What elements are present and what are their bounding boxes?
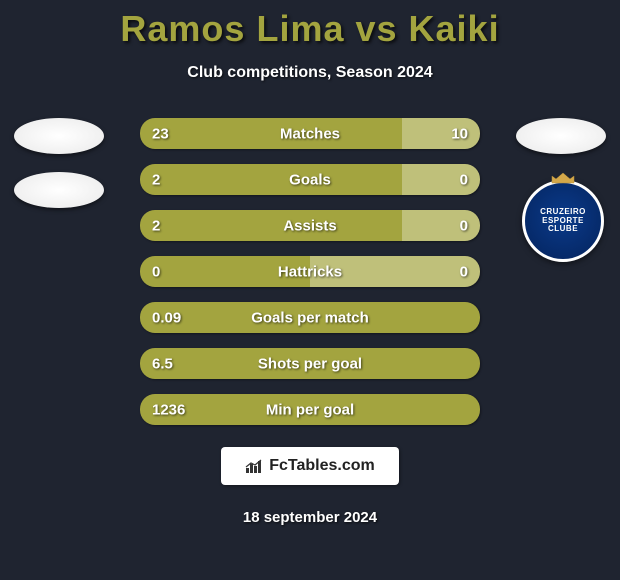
stat-fill-left (140, 210, 402, 241)
stat-value-right: 0 (460, 263, 468, 280)
stat-fill-left (140, 164, 402, 195)
stat-label: Hattricks (278, 263, 342, 280)
stat-row: Assists 2 0 (140, 210, 480, 241)
stat-value-right: 0 (460, 171, 468, 188)
chart-icon (245, 458, 263, 474)
stat-label: Min per goal (266, 401, 354, 418)
footer-brand-badge: FcTables.com (221, 447, 399, 485)
stat-value-left: 2 (152, 171, 160, 188)
stat-row: Hattricks 0 0 (140, 256, 480, 287)
page-title: Ramos Lima vs Kaiki (120, 8, 499, 50)
stat-label: Goals per match (251, 309, 369, 326)
stat-value-right: 10 (451, 125, 468, 142)
stat-row: Goals per match 0.09 (140, 302, 480, 333)
stat-value-left: 2 (152, 217, 160, 234)
stat-value-left: 6.5 (152, 355, 173, 372)
stat-value-left: 0.09 (152, 309, 181, 326)
stat-row: Min per goal 1236 (140, 394, 480, 425)
stat-label: Matches (280, 125, 340, 142)
stats-area: Matches2310Goals20Assists20Hattricks00Go… (0, 118, 620, 425)
stat-value-left: 0 (152, 263, 160, 280)
stat-label: Shots per goal (258, 355, 362, 372)
content-wrapper: Ramos Lima vs Kaiki Club competitions, S… (0, 0, 620, 580)
stat-fill-right (402, 164, 480, 195)
stat-row: Goals 2 0 (140, 164, 480, 195)
stat-label: Assists (283, 217, 336, 234)
stat-fill-left (140, 118, 402, 149)
stat-value-right: 0 (460, 217, 468, 234)
stat-label: Goals (289, 171, 331, 188)
stat-row: Shots per goal 6.5 (140, 348, 480, 379)
stat-row: Matches 23 10 (140, 118, 480, 149)
stat-fill-right (402, 210, 480, 241)
stat-value-left: 1236 (152, 401, 185, 418)
footer-brand-text: FcTables.com (269, 457, 375, 475)
stat-value-left: 23 (152, 125, 169, 142)
footer-date: 18 september 2024 (243, 509, 377, 526)
page-subtitle: Club competitions, Season 2024 (187, 64, 432, 82)
